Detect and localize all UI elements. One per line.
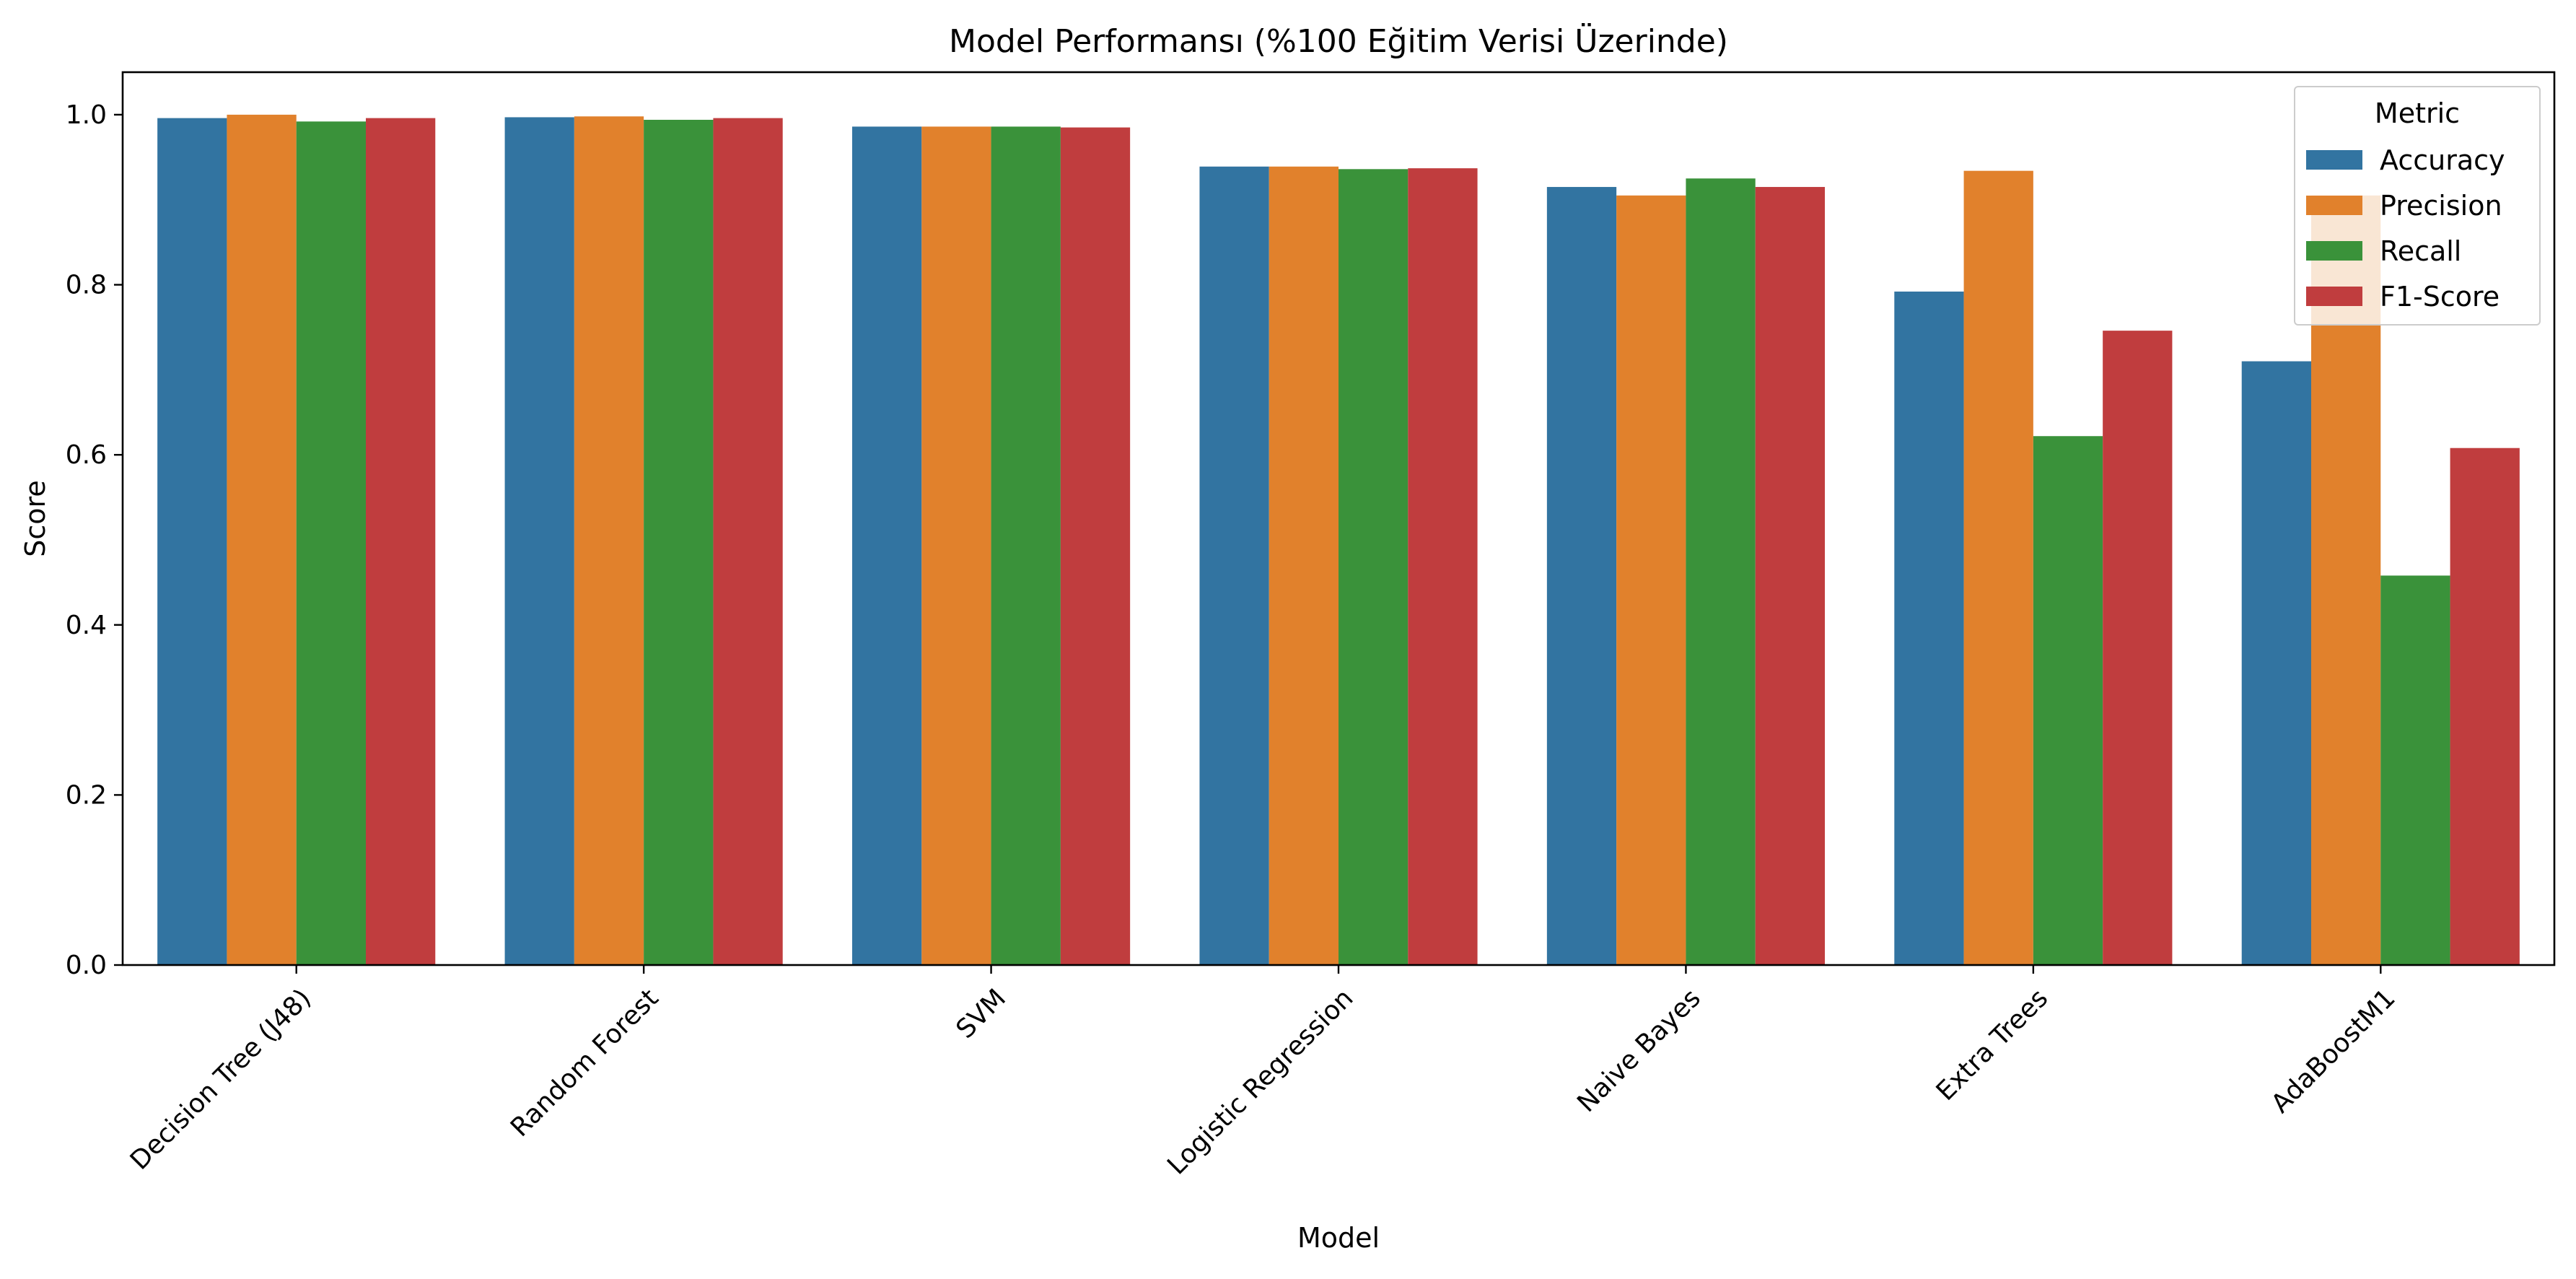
x-tick-label: Extra Trees [1931,983,2054,1106]
bar-accuracy-2 [504,117,574,965]
legend-box [2294,86,2541,326]
bar-f1-score-6 [2103,331,2173,965]
legend-label: Accuracy [2380,144,2505,176]
legend-label: Precision [2380,190,2502,222]
legend: Metric Accuracy Precision Recall F1-Score [2294,86,2541,326]
x-axis: Decision Tree (J48) Random Forest SVM Logis… [125,965,2401,1181]
y-tick-label: 0.0 [66,951,107,980]
y-tick-label: 0.8 [66,271,107,300]
x-axis-label: Model [1297,1222,1380,1254]
bar-precision-1 [227,114,297,965]
legend-swatch [2306,196,2362,215]
bar-accuracy-6 [1894,291,1964,965]
bar-accuracy-4 [1199,166,1269,966]
bar-accuracy-7 [2241,361,2311,965]
bar-recall-3 [991,126,1061,966]
bar-f1-score-1 [366,118,436,965]
bar-recall-6 [2033,436,2103,965]
bar-f1-score-5 [1755,187,1825,965]
y-axis: 0.0 0.2 0.4 0.6 0.8 1.0 [66,100,123,980]
y-axis-label: Score [19,480,51,556]
x-tick-label: Logistic Regression [1162,983,1359,1180]
bar-precision-4 [1269,166,1339,966]
legend-label: Recall [2380,235,2461,267]
bar-recall-1 [296,121,366,965]
legend-title: Metric [2375,97,2460,129]
y-tick-label: 0.6 [66,440,107,470]
bar-precision-6 [1963,170,2033,965]
bar-f1-score-3 [1060,127,1131,966]
x-tick-label: Naive Bayes [1572,983,1707,1118]
bar-accuracy-1 [157,118,227,965]
x-tick-label: Decision Tree (J48) [125,983,317,1175]
legend-swatch [2306,287,2362,306]
legend-swatch [2306,150,2362,170]
bar-f1-score-7 [2450,448,2520,965]
y-tick-label: 0.4 [66,611,107,640]
bar-precision-3 [921,126,991,966]
legend-label: F1-Score [2380,281,2500,313]
bar-recall-7 [2380,575,2450,965]
bar-f1-score-4 [1408,168,1478,965]
bar-recall-4 [1339,169,1409,965]
bar-recall-5 [1686,178,1756,965]
bar-f1-score-2 [713,118,783,965]
legend-swatch [2306,241,2362,261]
bars-layer [157,114,2520,966]
bar-accuracy-3 [852,126,922,966]
bar-recall-2 [644,119,714,965]
x-tick-label: SVM [951,983,1012,1044]
bar-precision-2 [574,116,644,965]
y-tick-label: 0.2 [66,780,107,810]
y-tick-label: 1.0 [66,100,107,130]
x-tick-label: AdaBoostM1 [2266,983,2401,1119]
bar-accuracy-5 [1546,187,1617,965]
x-tick-label: Random Forest [505,983,665,1143]
bar-precision-5 [1616,195,1686,965]
chart-title: Model Performansı (%100 Eğitim Verisi Üz… [949,22,1728,60]
